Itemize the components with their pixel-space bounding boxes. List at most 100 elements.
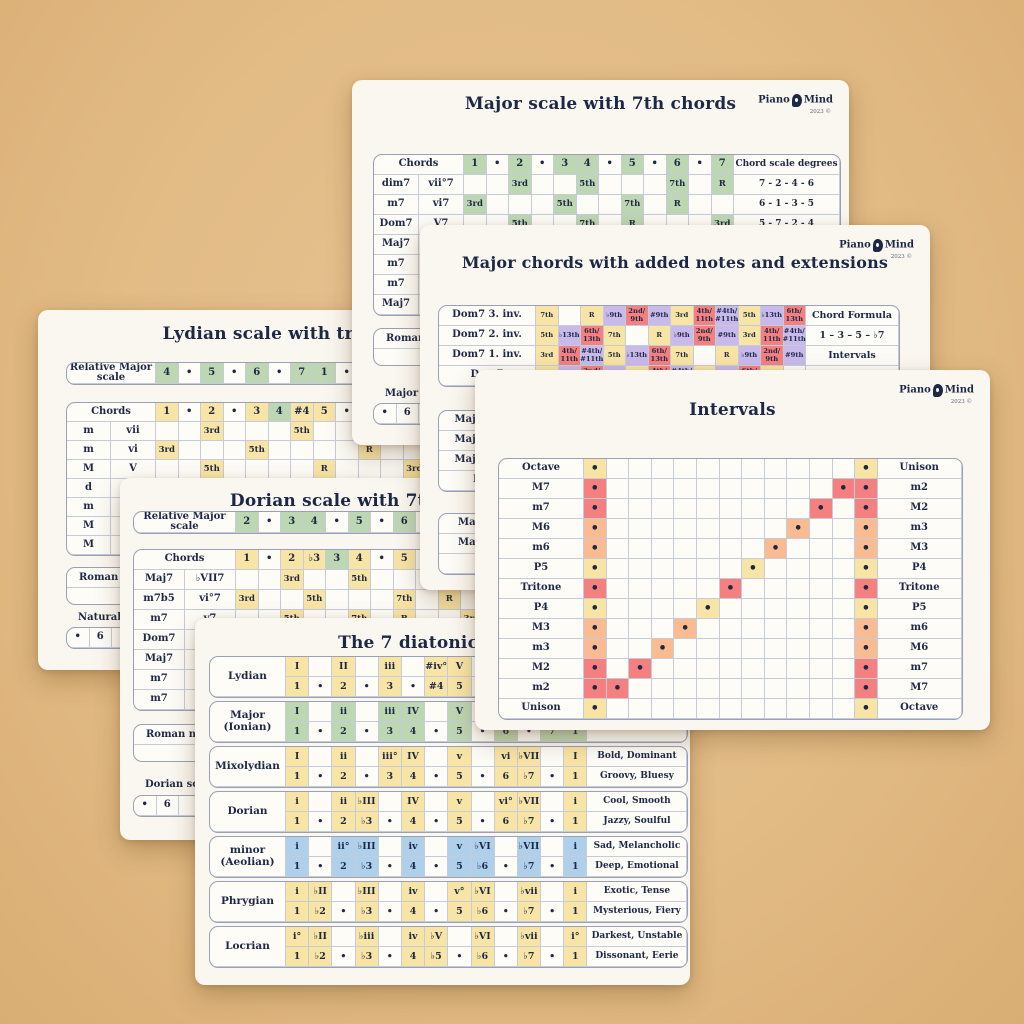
chord-tone-cell: 5th (246, 441, 269, 460)
mode-roman-cell (401, 657, 426, 677)
interval-cell (606, 639, 630, 659)
chord-tone-cell (223, 441, 246, 460)
mode-number-cell: • (471, 812, 495, 832)
mode-number-cell: 3 (378, 677, 402, 697)
mode-number-cell: • (517, 722, 542, 742)
interval-cell (809, 699, 833, 719)
interval-cell: • (855, 539, 878, 559)
interval-cell (674, 599, 697, 619)
extension-cell: 7th (671, 346, 694, 366)
interval-cell (742, 579, 765, 599)
degree-header-cell: ♭3 (303, 550, 326, 570)
mode-roman-cell: vi° (494, 792, 518, 812)
interval-cell: • (651, 639, 675, 659)
chord-tone-cell: 3rd (156, 441, 179, 460)
interval-cell (764, 519, 788, 539)
chord-quality-label: m7 (374, 275, 419, 295)
interval-cell (787, 619, 810, 639)
mode-roman-cell: i (564, 792, 588, 812)
interval-cell: • (855, 559, 878, 579)
mode-number-cell: • (309, 722, 333, 742)
interval-cell (606, 479, 630, 499)
interval-cell (629, 619, 652, 639)
mode-mood-text: Sad, Melancholic (587, 837, 688, 857)
mode-number-cell: • (494, 902, 518, 922)
mode-number-cell: 6 (494, 767, 518, 787)
scale-degree-cell: 5 (201, 363, 224, 384)
interval-cell (719, 679, 743, 699)
mode-roman-cell: ii° (332, 837, 356, 857)
mode-roman-cell: i° (564, 927, 588, 947)
interval-right-label: Octave (877, 699, 962, 719)
degree-header-cell: 2 (509, 155, 532, 175)
interval-cell (629, 459, 652, 479)
page-title: Intervals (689, 400, 776, 420)
chord-quality-label: m7b5 (134, 590, 185, 610)
interval-cell: • (855, 699, 878, 719)
interval-cell: • (584, 639, 607, 659)
degree-header-cell: • (599, 155, 622, 175)
mode-number-cell: • (378, 857, 402, 877)
interval-cell (606, 579, 630, 599)
chord-quality-label: dim7 (374, 175, 419, 195)
interval-cell: • (855, 499, 878, 519)
logo-text-piano: Piano (839, 239, 871, 251)
brain-icon (932, 384, 943, 397)
chord-tone-cell (326, 570, 349, 590)
logo-text-piano: Piano (758, 94, 790, 106)
interval-left-label: m7 (499, 499, 584, 519)
mode-number-cell: ♭3 (355, 902, 379, 922)
extension-cell: ♭13th (761, 306, 784, 326)
chord-tone-cell (486, 175, 509, 195)
mode-roman-cell (355, 747, 379, 767)
mode-number-cell: • (541, 812, 565, 832)
interval-cell (696, 539, 720, 559)
interval-left-label: P5 (499, 559, 584, 579)
interval-cell (832, 679, 856, 699)
mode-number-cell: 4 (401, 857, 426, 877)
mode-number-cell: • (425, 812, 449, 832)
extension-cell: #9th (648, 306, 671, 326)
mode-number-cell: • (355, 767, 379, 787)
chord-tone-cell (358, 460, 381, 479)
mode-roman-cell (471, 747, 495, 767)
extension-cell (626, 326, 649, 346)
interval-cell (787, 539, 810, 559)
interval-cell (742, 619, 765, 639)
mode-number-cell: ♭5 (425, 947, 449, 967)
chord-tone-cell (291, 460, 314, 479)
mode-number-cell: 4 (401, 902, 426, 922)
scale-degree-cell: 6 (156, 796, 179, 816)
chord-numeral-label: vi°7 (185, 590, 236, 610)
mode-roman-cell: ♭vii (517, 882, 542, 902)
interval-cell (742, 479, 765, 499)
mode-number-cell: • (309, 677, 333, 697)
mode-roman-cell: ii (332, 747, 356, 767)
chord-scale-degrees-value: 7 - 2 - 4 - 6 (734, 175, 840, 195)
interval-left-label: P4 (499, 599, 584, 619)
chord-tone-cell (246, 460, 269, 479)
mode-roman-cell (448, 927, 472, 947)
chord-tone-cell: 3rd (201, 422, 224, 441)
interval-cell (629, 639, 652, 659)
chord-quality-label: M (67, 460, 111, 479)
interval-cell: • (809, 499, 833, 519)
interval-cell (832, 699, 856, 719)
interval-cell (719, 459, 743, 479)
interval-cell (696, 619, 720, 639)
chord-tone-cell (223, 422, 246, 441)
extension-cell: R (648, 326, 671, 346)
mode-number-cell: • (425, 767, 449, 787)
interval-cell (696, 459, 720, 479)
mode-roman-cell (378, 792, 402, 812)
interval-cell (674, 579, 697, 599)
logo-text-mind: Mind (944, 384, 974, 396)
chord-tone-cell (599, 195, 622, 215)
interval-cell (651, 679, 675, 699)
mode-number-cell: 5 (448, 722, 472, 742)
mode-number-cell: 1 (286, 677, 310, 697)
mode-roman-cell: ♭II (309, 882, 333, 902)
scale-degree-cell: 3 (281, 512, 304, 533)
mode-number-cell: 3 (378, 722, 402, 742)
